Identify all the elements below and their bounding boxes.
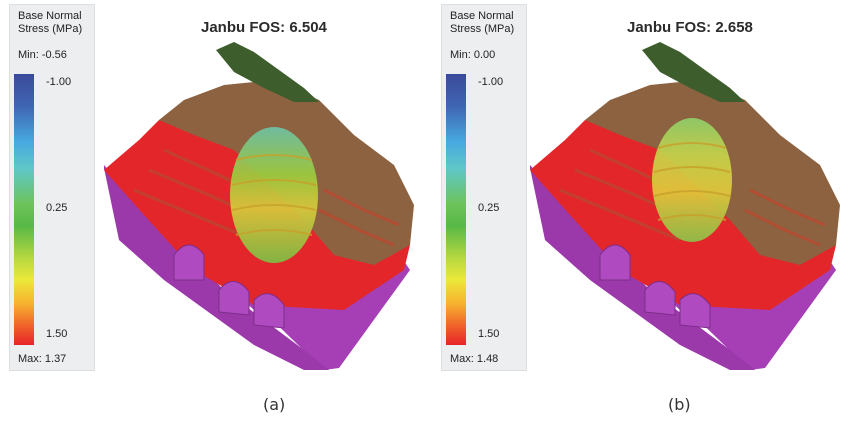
figure-panel-a: Base Normal Stress (MPa) Min: -0.56 -1.0… <box>9 4 414 414</box>
stress-zone <box>652 118 732 242</box>
colorbar-tick-bottom: 1.50 <box>46 328 68 340</box>
slope-3d-model <box>104 42 414 370</box>
colorbar-tick-top: -1.00 <box>46 76 72 88</box>
slope-3d-model <box>530 42 840 370</box>
vegetation-top <box>216 42 319 102</box>
vegetation-top <box>642 42 745 102</box>
color-legend: Base Normal Stress (MPa) Min: -0.56 -1.0… <box>9 4 95 371</box>
stress-zone <box>230 127 318 263</box>
panel-caption: (a) <box>263 395 286 414</box>
colorbar <box>446 74 466 345</box>
stress-bands <box>653 142 731 221</box>
colorbar-tick-top: -1.00 <box>478 76 504 88</box>
base-arches <box>173 244 285 329</box>
colorbar-tick-mid: 0.25 <box>478 202 500 214</box>
purple-base-block <box>104 165 410 370</box>
panel-caption: (b) <box>668 395 691 414</box>
janbu-fos-title: Janbu FOS: 2.658 <box>627 19 753 36</box>
colorbar-tick-mid: 0.25 <box>46 202 68 214</box>
legend-title: Base Normal Stress (MPa) <box>450 10 515 35</box>
legend-min-label: Min: 0.00 <box>450 49 496 61</box>
color-legend: Base Normal Stress (MPa) Min: 0.00 -1.00… <box>441 4 527 371</box>
colorbar-tick-bottom: 1.50 <box>478 328 500 340</box>
colorbar <box>14 74 34 345</box>
legend-max-label: Max: 1.37 <box>18 353 67 365</box>
legend-min-label: Min: -0.56 <box>18 49 67 61</box>
base-arches <box>599 244 711 329</box>
purple-base-block <box>530 165 836 370</box>
figure-panel-b: Base Normal Stress (MPa) Min: 0.00 -1.00… <box>426 0 852 422</box>
janbu-fos-title: Janbu FOS: 6.504 <box>201 19 327 36</box>
stress-bands <box>231 154 317 236</box>
legend-title: Base Normal Stress (MPa) <box>18 10 83 35</box>
legend-max-label: Max: 1.48 <box>450 353 499 365</box>
